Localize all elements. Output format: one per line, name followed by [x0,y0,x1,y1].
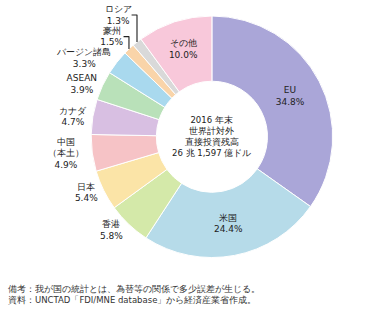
svg-text:ASEAN3.9%: ASEAN3.9% [67,73,97,95]
svg-text:2016 年末世界計対外直接投資残高26 兆 1,597 億: 2016 年末世界計対外直接投資残高26 兆 1,597 億ドル [172,115,251,158]
svg-text:バージン諸島3.3%: バージン諸島3.3% [56,47,111,69]
svg-text:EU34.8%: EU34.8% [276,85,305,107]
svg-text:その他10.0%: その他10.0% [169,38,198,60]
svg-text:香港5.8%: 香港5.8% [100,219,123,241]
svg-text:中国（本土）4.9%: 中国（本土）4.9% [48,137,84,170]
svg-text:備考：我が国の統計とは、為替等の関係で多少誤差が生じる。資料: 備考：我が国の統計とは、為替等の関係で多少誤差が生じる。資料：UNCTAD「FD… [8,284,260,305]
svg-text:ロシア1.3%: ロシア1.3% [105,4,132,26]
svg-text:豪州1.5%: 豪州1.5% [100,26,123,48]
svg-text:米国24.4%: 米国24.4% [214,213,243,235]
svg-text:日本5.4%: 日本5.4% [75,182,98,204]
svg-text:カナダ4.7%: カナダ4.7% [59,106,87,128]
